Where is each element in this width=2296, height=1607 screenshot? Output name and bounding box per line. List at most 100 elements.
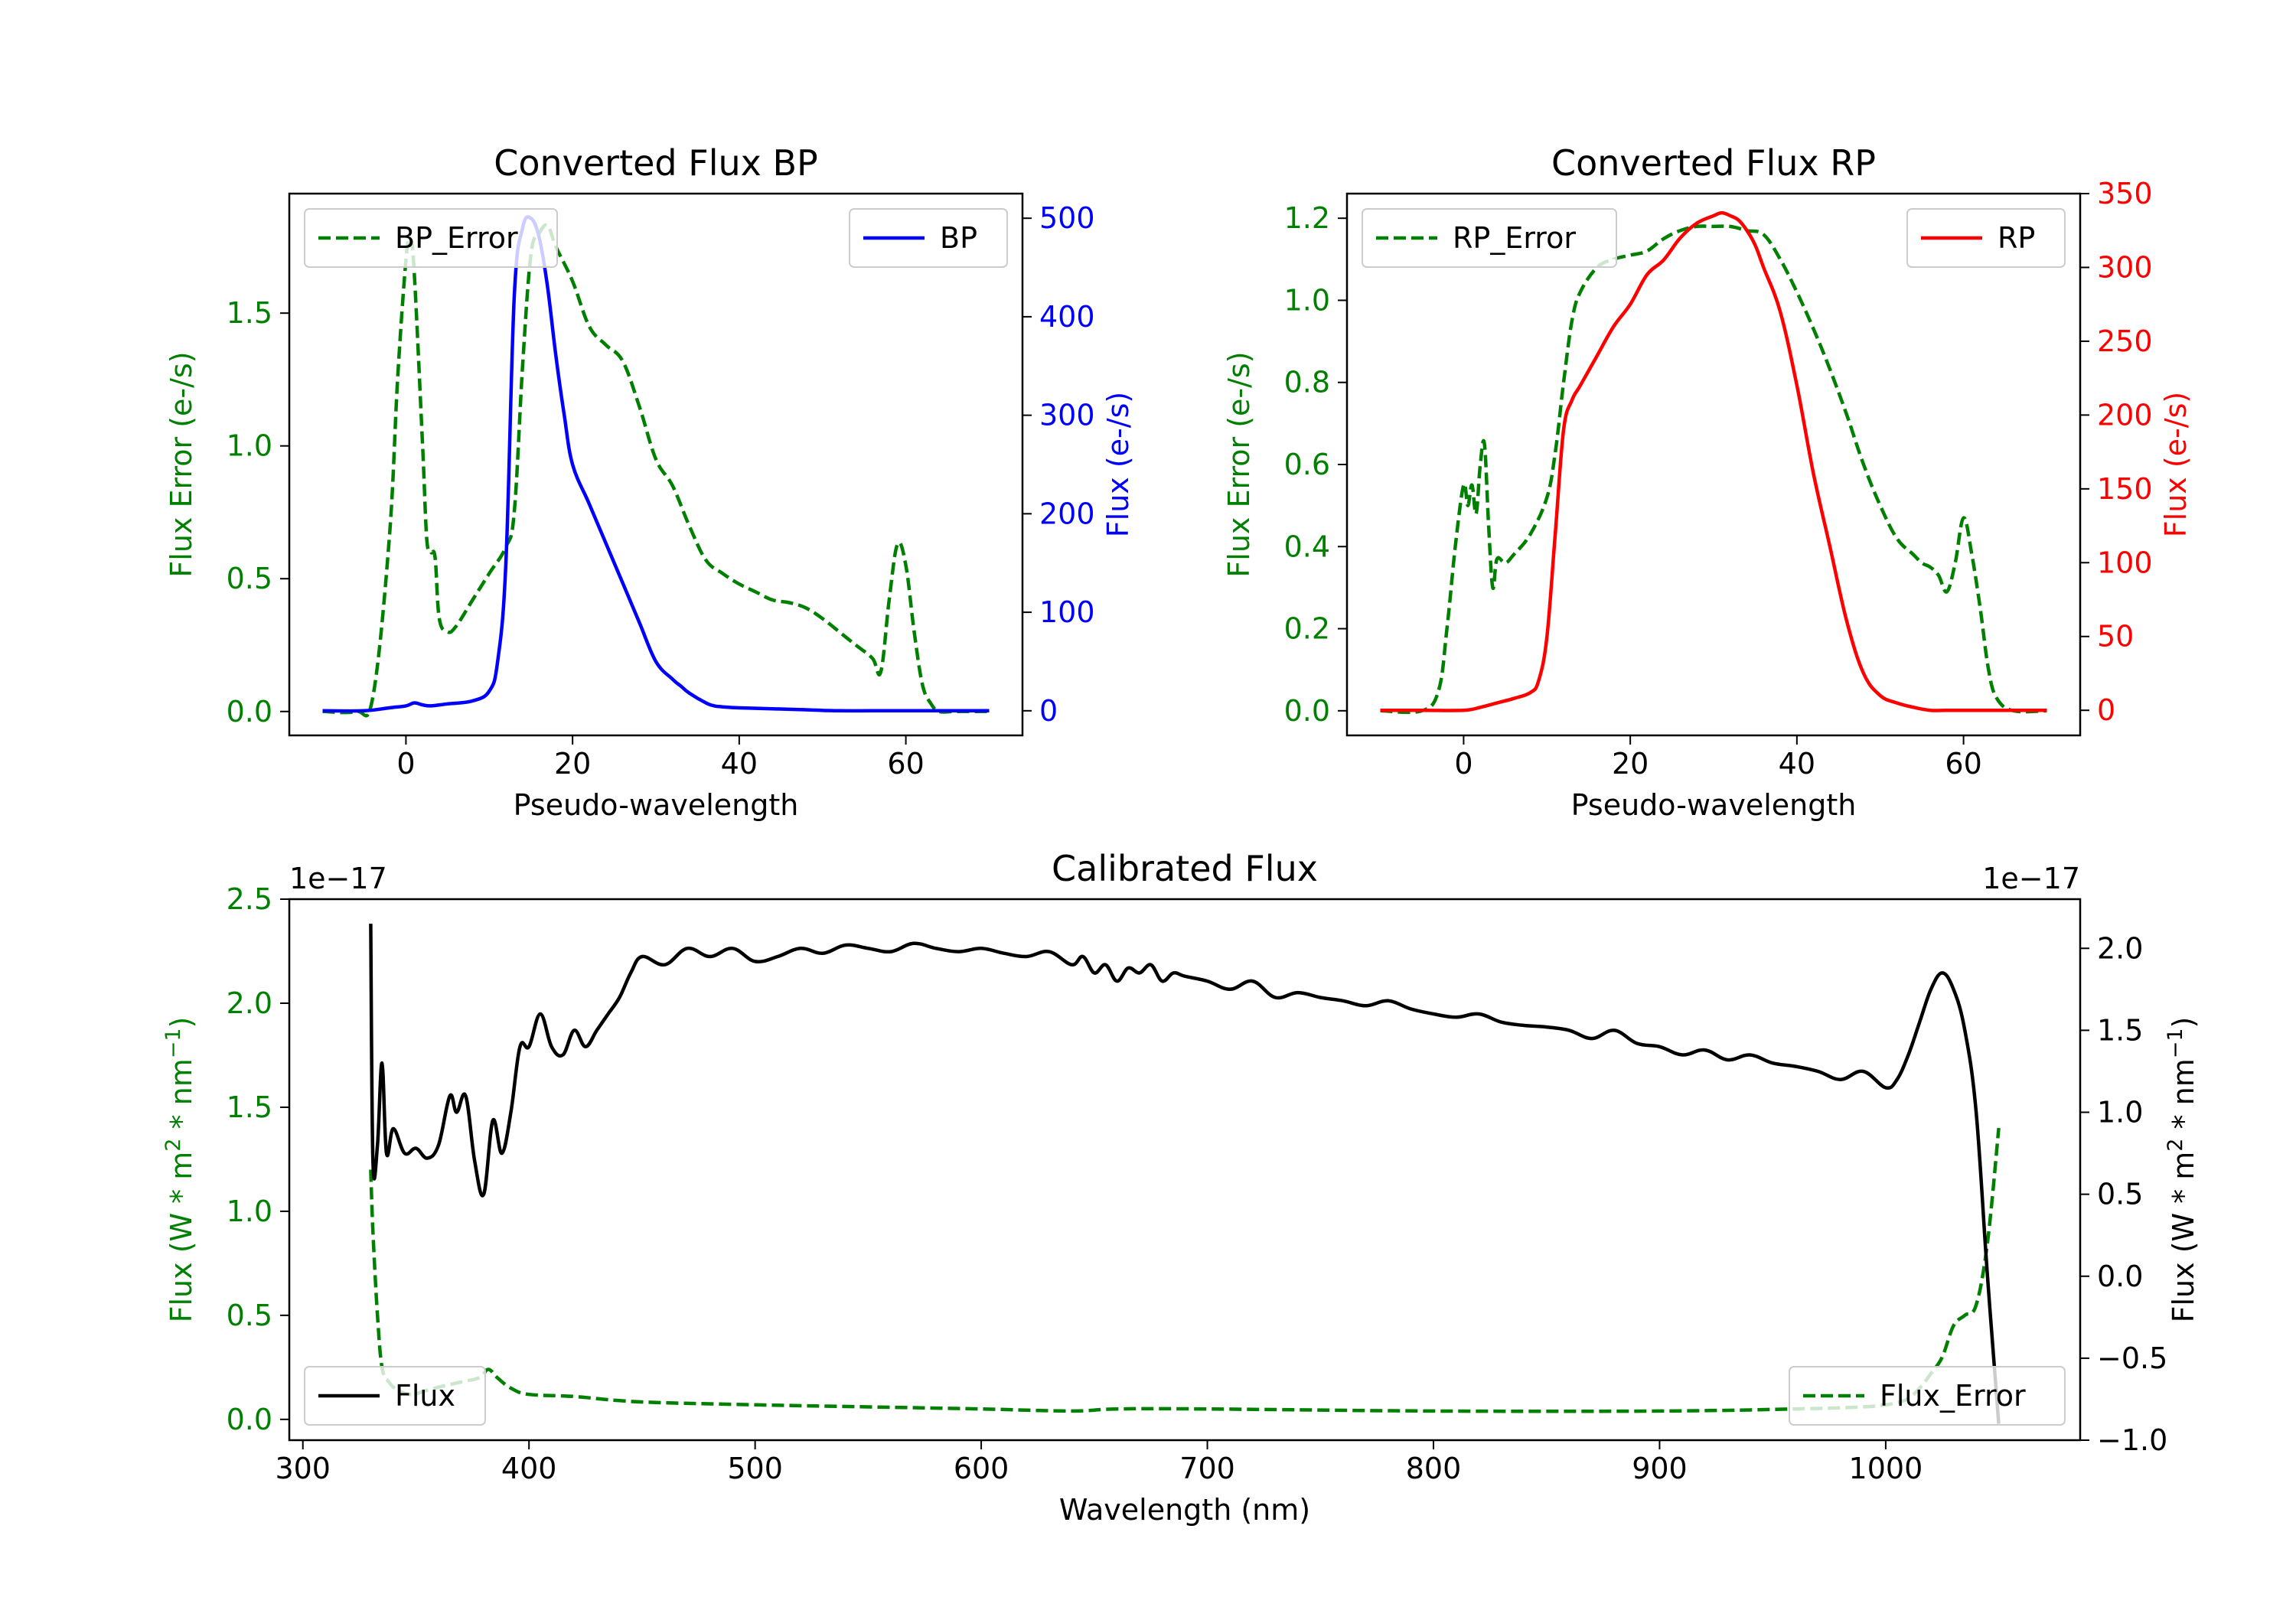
y-left-tick-label: 0.4 [1284, 530, 1330, 563]
x-tick-label: 40 [721, 747, 758, 781]
legend-flux: Flux [304, 1366, 486, 1426]
x-tick-label: 20 [554, 747, 591, 781]
y-left-tick-label: 0.5 [227, 562, 272, 595]
x-tick-label: 0 [396, 747, 415, 781]
y-right-axis-label: Flux (e-/s) [1101, 392, 1135, 537]
chart-bp: Converted Flux BP 0 20 40 60 Pseudo-wavelengt… [165, 142, 1135, 822]
x-tick-label: 400 [501, 1452, 557, 1485]
plot-frame [288, 898, 2082, 1442]
label-segment: * nm [2167, 1058, 2200, 1138]
y-left-tick-label: 2.0 [227, 986, 272, 1020]
legend-box [1906, 208, 2066, 268]
x-axis-label: Pseudo-wavelength [1571, 788, 1857, 822]
y-right-axis-label: Flux (W * m2 * nm−1) [2164, 1017, 2201, 1323]
legend-flux-error: Flux_Error [1789, 1366, 2066, 1426]
label-segment: −1 [161, 1028, 185, 1058]
legend-label: Flux [395, 1379, 455, 1413]
y-right-tick-label: 350 [2097, 177, 2153, 210]
x-tick-label: 20 [1612, 747, 1649, 781]
y-left-tick-label: 0.0 [227, 695, 272, 729]
y-left-axis-label: Flux Error (e-/s) [1222, 351, 1256, 577]
y-left-tick-label: 0.8 [1284, 366, 1330, 399]
y-right-tick-label: 1.5 [2097, 1013, 2143, 1047]
label-segment: Flux (W * m [2167, 1152, 2200, 1323]
x-tick-label: 300 [275, 1452, 331, 1485]
x-tick-label: 800 [1406, 1452, 1462, 1485]
legend-box [304, 208, 558, 268]
legend-box [1362, 208, 1617, 268]
y-right-tick-label: 0.0 [2097, 1260, 2143, 1293]
y-right-tick-label: 2.0 [2097, 931, 2143, 965]
y-right-tick-label: 0 [2097, 693, 2115, 727]
legend-label: RP [1998, 221, 2035, 255]
y-left-tick-label: 1.5 [227, 1090, 272, 1124]
chart-rp: Converted Flux RP 0 20 40 60 Pseudo-wavelengt… [1222, 142, 2193, 822]
plot-frame [1345, 192, 2082, 737]
y-left-tick-label: 1.0 [1284, 283, 1330, 317]
y-right-axis-label: Flux (e-/s) [2159, 392, 2193, 537]
label-segment: 2 [161, 1139, 185, 1152]
y-left-tick-label: 0.5 [227, 1299, 272, 1332]
chart-title: Converted Flux RP [1551, 142, 1876, 184]
y-right-tick-label: −0.5 [2097, 1341, 2167, 1375]
legend-bp: BP [849, 208, 1008, 268]
y-right-tick-label: 400 [1039, 300, 1095, 334]
legend-label: BP [940, 221, 977, 255]
y-right-tick-label: 50 [2097, 620, 2134, 654]
label-segment: * nm [165, 1058, 198, 1138]
legend-rp-error: RP_Error [1362, 208, 1617, 268]
y-right-tick-label: 250 [2097, 324, 2153, 358]
label-segment: −1 [2164, 1028, 2187, 1058]
x-axis-label: Pseudo-wavelength [514, 788, 799, 822]
y-right-tick-label: 300 [1039, 399, 1095, 432]
label-segment: ) [2167, 1017, 2200, 1028]
series-line-bp [322, 215, 990, 713]
y-left-tick-label: 1.0 [227, 1195, 272, 1228]
chart-title: Converted Flux BP [494, 142, 818, 184]
y-left-axis-label: Flux (W * m2 * nm−1) [161, 1017, 199, 1323]
x-tick-label: 500 [727, 1452, 783, 1485]
y-right-tick-label: 100 [1039, 595, 1095, 629]
y-right-tick-label: 0 [1039, 694, 1058, 728]
x-tick-label: 1000 [1849, 1452, 1923, 1485]
y-right-tick-label: 0.5 [2097, 1178, 2143, 1211]
y-right-offset-label: 1e−17 [1982, 862, 2080, 895]
y-left-tick-label: 0.2 [1284, 612, 1330, 646]
y-left-axis-label: Flux Error (e-/s) [165, 351, 198, 577]
y-right-tick-label: 200 [1039, 497, 1095, 530]
x-tick-label: 900 [1632, 1452, 1688, 1485]
legend-label: BP_Error [395, 221, 518, 255]
y-left-tick-label: 1.0 [227, 429, 272, 463]
y-left-tick-label: 1.5 [227, 296, 272, 330]
legend-box [849, 208, 1008, 268]
y-right-tick-label: 200 [2097, 398, 2153, 432]
series-line-flux [369, 924, 2001, 1424]
legend-bp-error: BP_Error [304, 208, 558, 268]
y-right-tick-label: 500 [1039, 201, 1095, 235]
x-axis-label: Wavelength (nm) [1059, 1493, 1310, 1527]
series-line-bp-error [322, 223, 990, 718]
y-right-tick-label: 1.0 [2097, 1096, 2143, 1129]
x-tick-label: 60 [887, 747, 924, 781]
chart-calibrated: Calibrated Flux 300 400 500 600 700 800 900 1000… [161, 848, 2201, 1527]
chart-title: Calibrated Flux [1052, 848, 1318, 889]
y-right-tick-label: 100 [2097, 546, 2153, 579]
y-left-offset-label: 1e−17 [289, 862, 387, 895]
legend-label: Flux_Error [1880, 1379, 2026, 1413]
y-right-tick-label: 300 [2097, 250, 2153, 284]
x-tick-label: 600 [954, 1452, 1009, 1485]
x-tick-label: 40 [1779, 747, 1815, 781]
y-left-tick-label: 2.5 [227, 882, 272, 916]
y-left-tick-label: 1.2 [1284, 201, 1330, 235]
charts-layer: Converted Flux BP0 20 40 60Pseudo-wavelengt… [161, 142, 2201, 1527]
x-tick-label: 60 [1945, 747, 1981, 781]
plot-frame [288, 192, 1024, 737]
y-right-tick-label: 150 [2097, 472, 2153, 506]
legend-box [1789, 1366, 2066, 1426]
legend-rp: RP [1906, 208, 2066, 268]
x-tick-label: 0 [1454, 747, 1473, 781]
y-left-tick-label: 0.6 [1284, 448, 1330, 481]
series-line-rp [1380, 210, 2047, 712]
y-left-tick-label: 0.0 [227, 1403, 272, 1436]
